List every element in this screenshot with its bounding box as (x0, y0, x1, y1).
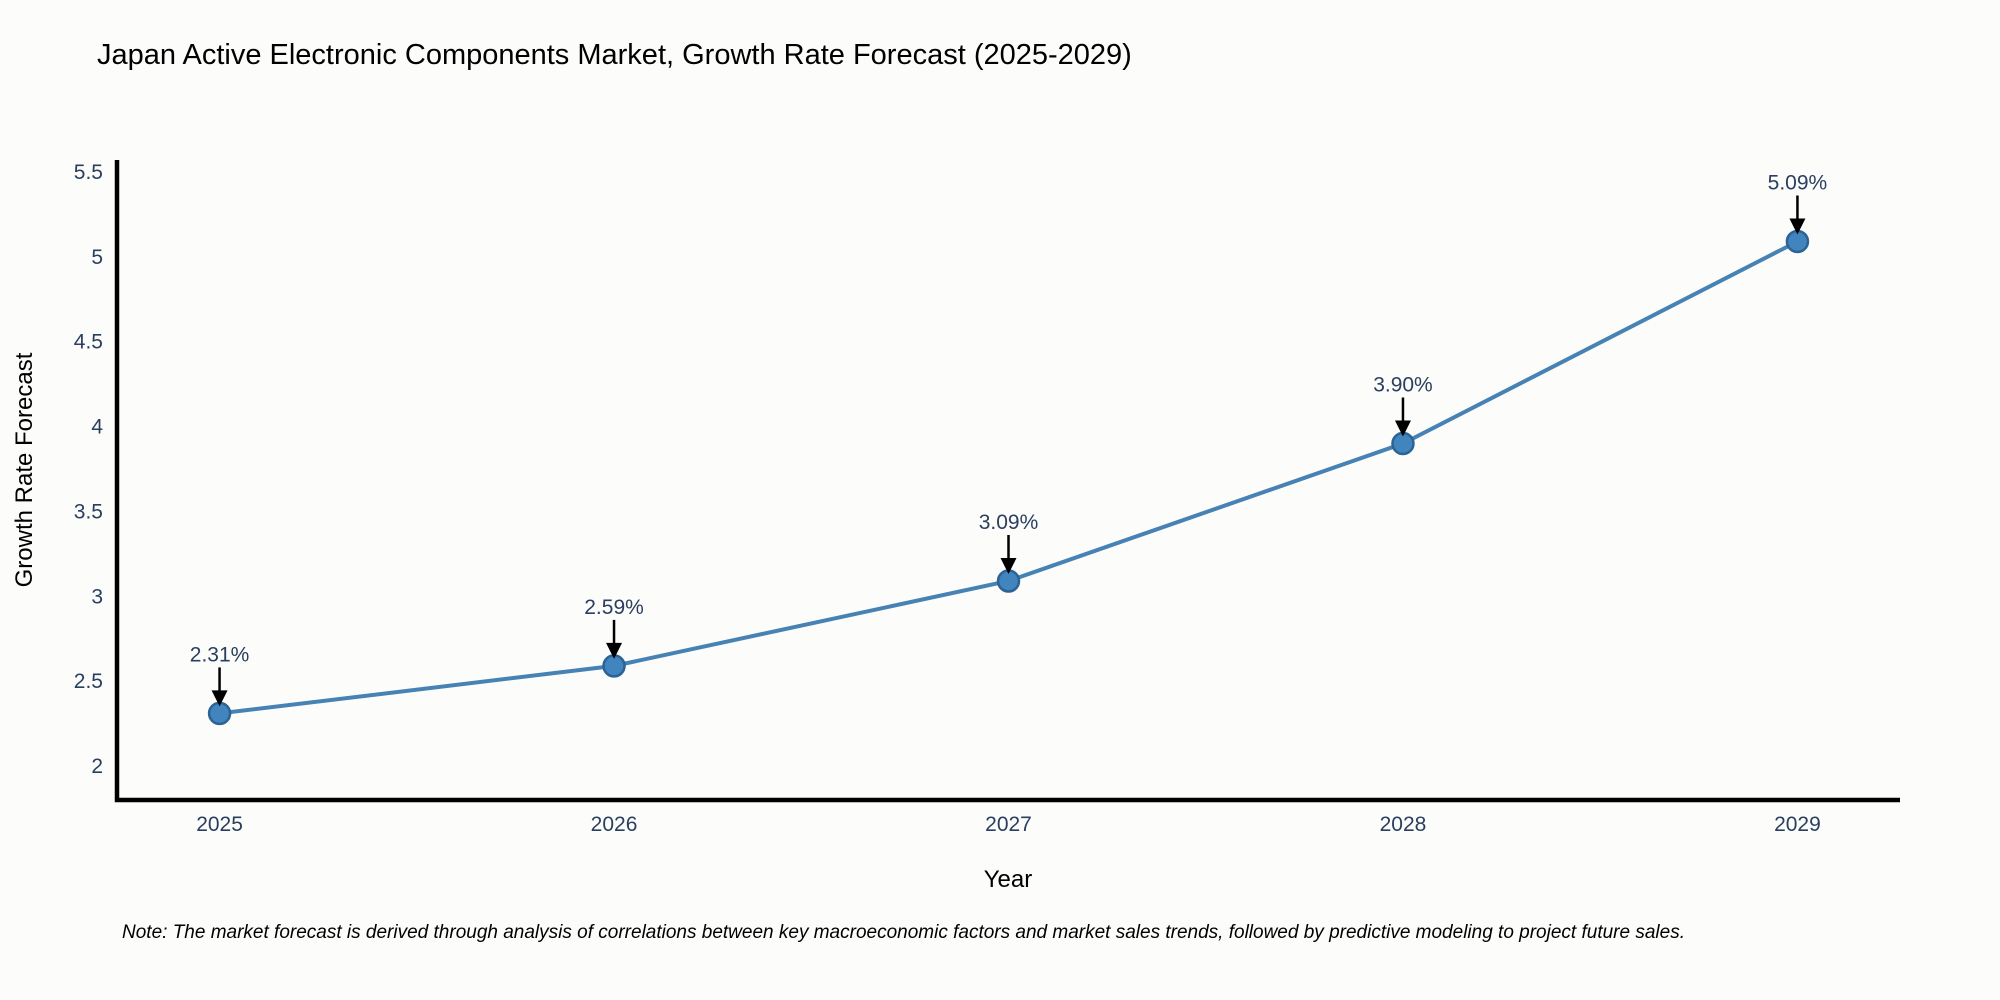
point-value-label: 3.09% (979, 511, 1039, 534)
x-axis-ticks: 2025 2026 2027 2028 2029 (196, 813, 1821, 836)
annotation-arrowhead (1394, 420, 1411, 437)
annotation-arrowhead (211, 690, 228, 707)
point-value-label: 2.59% (584, 596, 644, 619)
point-value-label: 5.09% (1768, 171, 1828, 194)
chart-note: Note: The market forecast is derived thr… (122, 922, 1685, 943)
y-tick-label: 2 (91, 755, 103, 778)
x-tick-label: 2029 (1774, 813, 1821, 836)
annotation-arrowhead (1789, 218, 1806, 235)
point-value-label: 3.90% (1373, 374, 1433, 397)
x-tick-label: 2025 (196, 813, 243, 836)
annotation-arrowhead (1000, 558, 1017, 575)
y-tick-label: 4 (91, 416, 103, 439)
x-tick-label: 2026 (591, 813, 638, 836)
y-tick-label: 3 (91, 585, 103, 608)
y-tick-label: 5 (91, 246, 103, 269)
x-axis-title: Year (984, 866, 1033, 893)
annotation-arrowhead (606, 642, 623, 659)
y-tick-label: 3.5 (74, 500, 103, 523)
axes (114, 160, 1900, 803)
y-axis-title: Growth Rate Forecast (11, 352, 38, 587)
x-tick-label: 2028 (1380, 813, 1427, 836)
x-tick-label: 2027 (985, 813, 1032, 836)
chart-title: Japan Active Electronic Components Marke… (97, 39, 1132, 71)
y-tick-label: 5.5 (74, 161, 103, 184)
point-annotations: 2.31% 2.59% 3.09% 3.90% 5.09% (190, 171, 1828, 707)
point-value-label: 2.31% (190, 643, 250, 666)
axis-spines (114, 160, 1900, 803)
y-tick-label: 2.5 (74, 670, 103, 693)
series-line (217, 239, 1800, 716)
data-series (207, 229, 1810, 726)
y-axis-ticks: 2 2.5 3 3.5 4 4.5 5 5.5 (74, 161, 104, 778)
y-tick-label: 4.5 (74, 331, 103, 354)
